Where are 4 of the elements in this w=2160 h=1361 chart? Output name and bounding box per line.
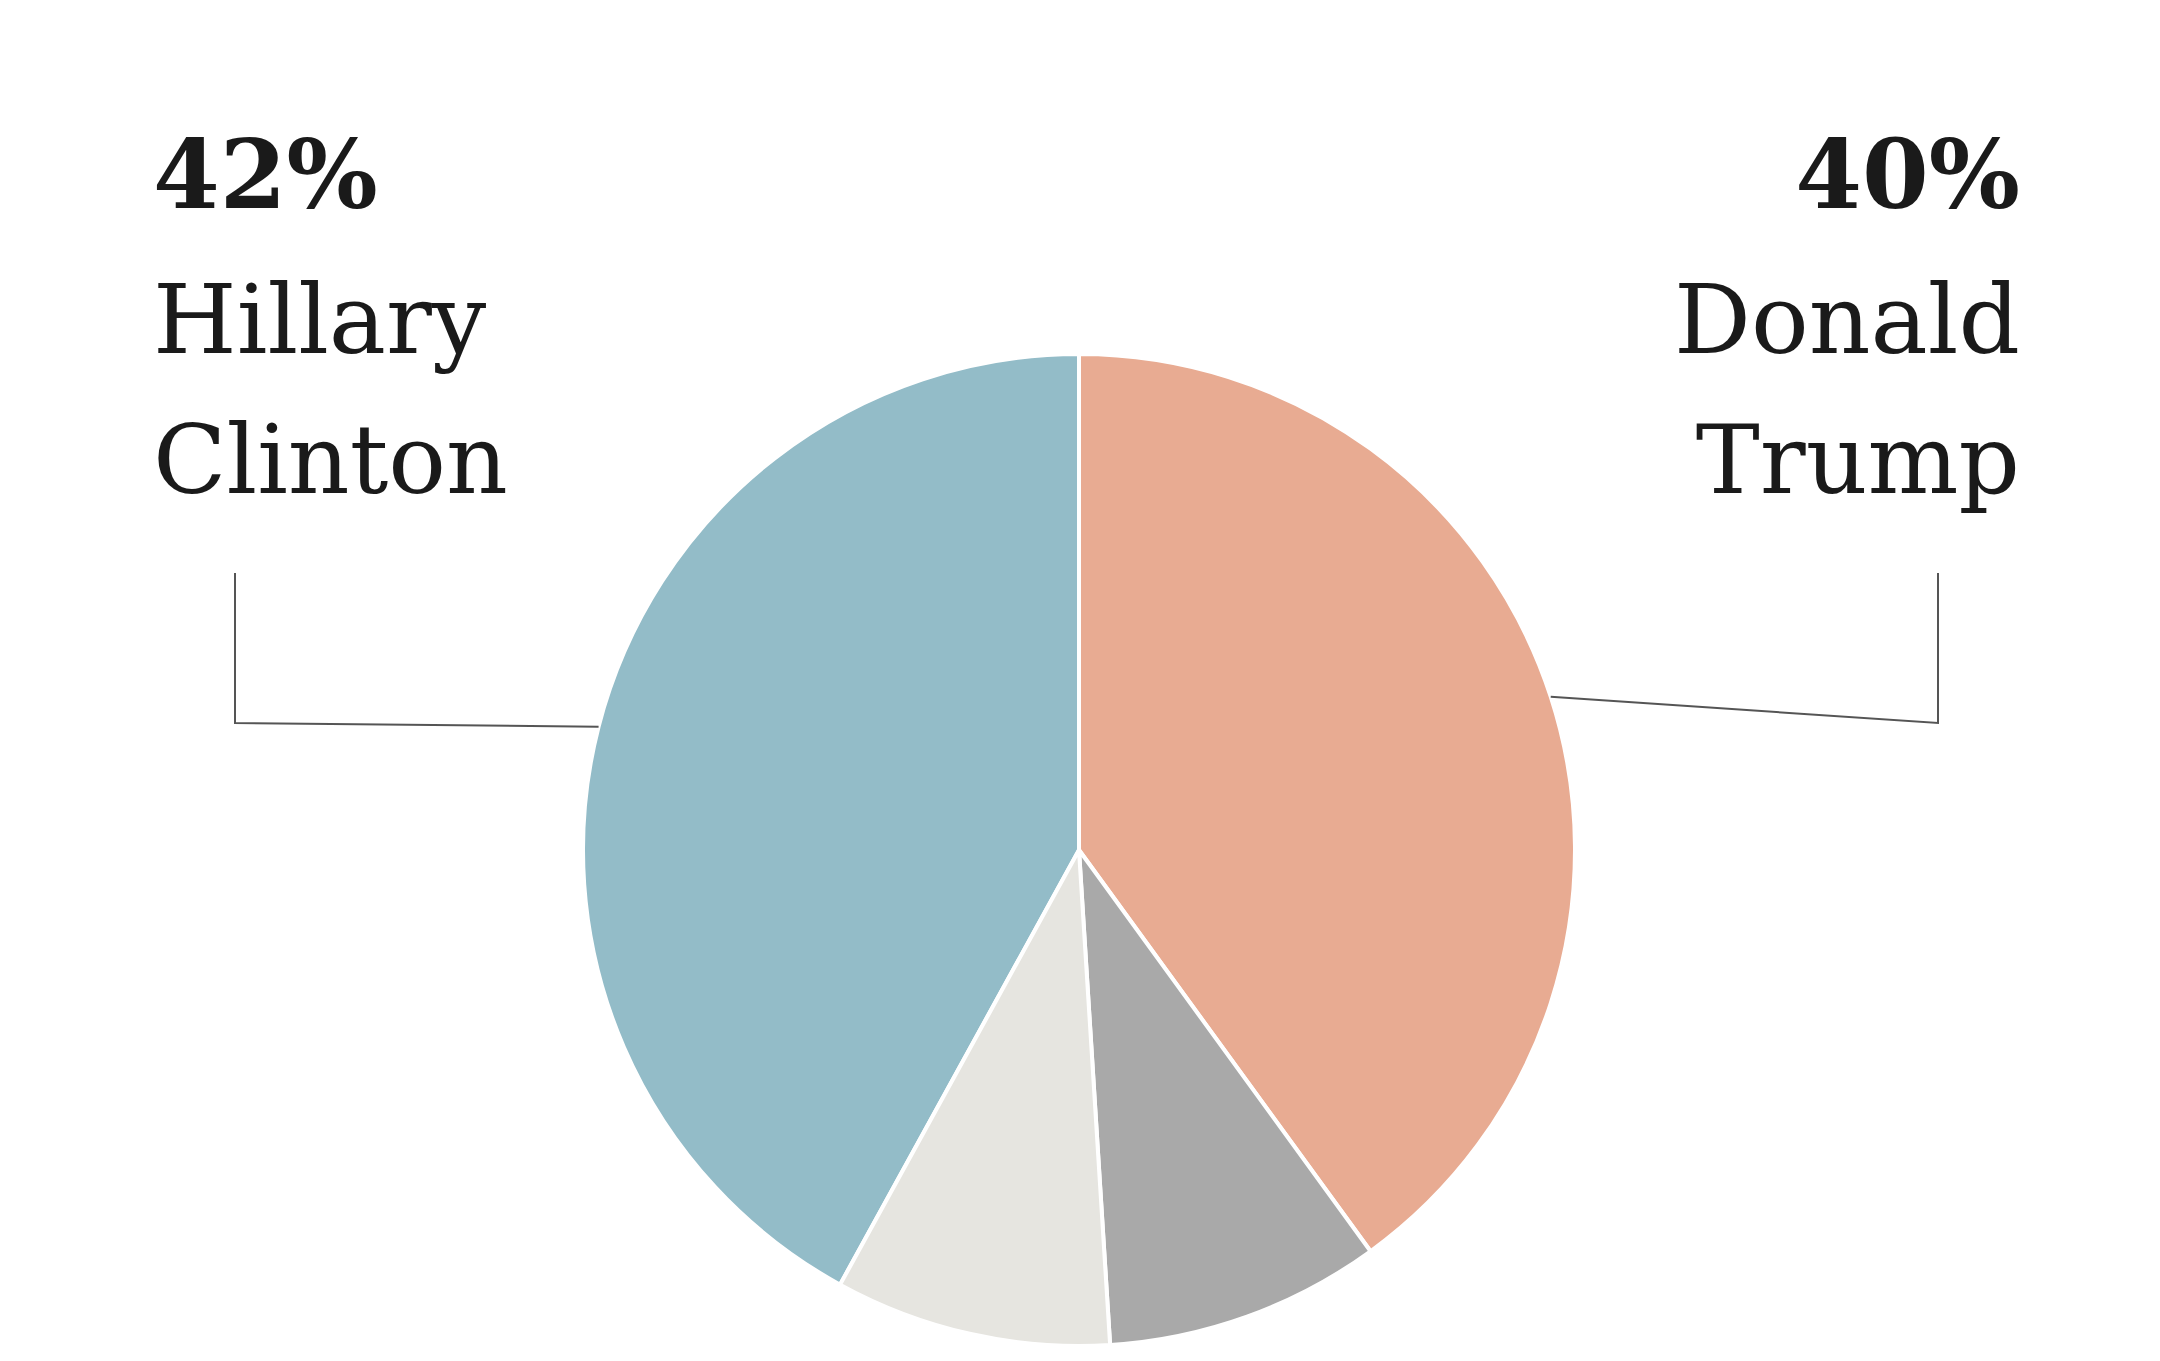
data-label: 40%: [1795, 118, 2020, 231]
slice-label: Hillary Clinton: [153, 264, 508, 516]
data-label: 42%: [153, 118, 378, 231]
slice-label: Donald Trump: [1674, 264, 2020, 516]
